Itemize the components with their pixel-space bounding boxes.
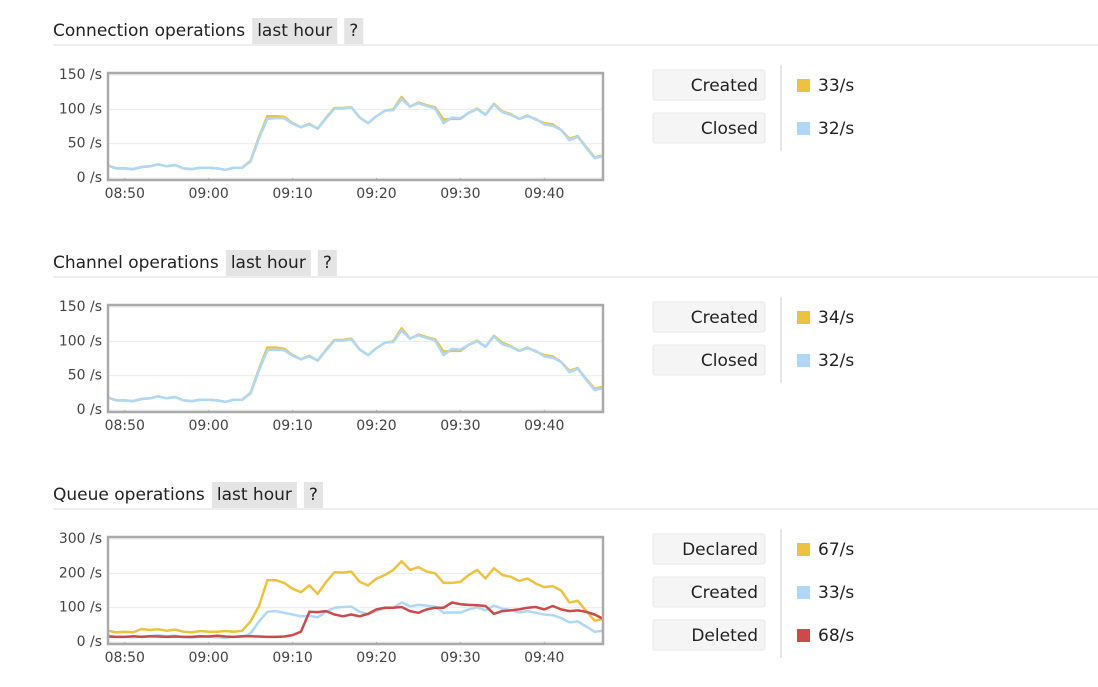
legend-rate: 32/s <box>818 351 854 371</box>
x-tick-label: 08:50 <box>105 650 145 666</box>
x-tick-label: 09:40 <box>524 650 564 666</box>
legend-name: Declared <box>682 540 758 560</box>
series-line <box>107 329 604 404</box>
help-button[interactable]: ? <box>349 21 358 41</box>
legend-swatch <box>797 122 810 135</box>
legend-button[interactable] <box>652 533 766 565</box>
series-line <box>107 95 604 172</box>
legend-name: Deleted <box>691 626 758 646</box>
legend-name: Closed <box>701 351 758 371</box>
x-tick-label: 09:00 <box>188 418 228 434</box>
x-tick-label: 09:20 <box>356 650 396 666</box>
x-tick-label: 09:10 <box>272 186 312 202</box>
label-box <box>344 18 364 44</box>
section-title: Queue operations <box>53 485 205 505</box>
y-tick-label: 100 /s <box>59 101 102 117</box>
legend-name: Created <box>691 76 758 96</box>
series-line <box>107 601 604 639</box>
x-tick-label: 09:10 <box>272 650 312 666</box>
y-tick-label: 0 /s <box>77 170 102 186</box>
plot-frame <box>106 303 605 414</box>
x-tick-label: 09:30 <box>440 186 480 202</box>
y-tick-label: 50 /s <box>68 136 102 152</box>
legend-name: Closed <box>701 119 758 139</box>
y-tick-label: 300 /s <box>59 531 102 547</box>
y-tick-label: 0 /s <box>77 402 102 418</box>
legend-rate: 32/s <box>818 119 854 139</box>
series-line <box>107 560 604 634</box>
legend-swatch <box>797 543 810 556</box>
y-tick-label: 50 /s <box>68 368 102 384</box>
plot-frame <box>106 71 605 182</box>
label-box <box>317 250 337 276</box>
y-tick-label: 200 /s <box>59 565 102 581</box>
legend-swatch <box>797 311 810 324</box>
help-button[interactable]: ? <box>323 253 332 273</box>
series-line <box>107 97 604 172</box>
legend-rate: 33/s <box>818 583 854 603</box>
legend-swatch <box>797 629 810 642</box>
x-tick-label: 09:40 <box>524 186 564 202</box>
legend-button[interactable] <box>652 576 766 608</box>
period-selector[interactable]: last hour <box>257 21 332 41</box>
legend-rate: 33/s <box>818 76 854 96</box>
plot-frame <box>106 535 605 646</box>
legend-button[interactable] <box>652 301 766 333</box>
label-box <box>225 250 311 276</box>
y-tick-label: 0 /s <box>77 634 102 650</box>
period-selector[interactable]: last hour <box>217 485 292 505</box>
label-box <box>252 18 338 44</box>
section-title: Connection operations <box>53 21 245 41</box>
x-tick-label: 09:30 <box>440 418 480 434</box>
y-tick-label: 100 /s <box>59 600 102 616</box>
x-tick-label: 09:20 <box>356 418 396 434</box>
label-box <box>211 482 297 508</box>
legend-rate: 67/s <box>818 540 854 560</box>
legend-name: Created <box>691 308 758 328</box>
legend-name: Created <box>691 583 758 603</box>
x-tick-label: 08:50 <box>105 186 145 202</box>
legend-rate: 34/s <box>818 308 854 328</box>
label-box <box>303 482 323 508</box>
legend-button[interactable] <box>652 112 766 144</box>
legend-button[interactable] <box>652 69 766 101</box>
x-tick-label: 09:10 <box>272 418 312 434</box>
y-tick-label: 150 /s <box>59 67 102 83</box>
legend-button[interactable] <box>652 344 766 376</box>
y-tick-label: 100 /s <box>59 333 102 349</box>
y-tick-label: 150 /s <box>59 299 102 315</box>
legend-swatch <box>797 79 810 92</box>
x-tick-label: 09:00 <box>188 650 228 666</box>
legend-swatch <box>797 354 810 367</box>
legend-button[interactable] <box>652 619 766 651</box>
series-line <box>107 327 604 404</box>
legend-swatch <box>797 586 810 599</box>
help-button[interactable]: ? <box>309 485 318 505</box>
x-tick-label: 09:20 <box>356 186 396 202</box>
legend-rate: 68/s <box>818 626 854 646</box>
period-selector[interactable]: last hour <box>231 253 306 273</box>
x-tick-label: 09:30 <box>440 650 480 666</box>
x-tick-label: 09:00 <box>188 186 228 202</box>
section-title: Channel operations <box>53 253 219 273</box>
x-tick-label: 08:50 <box>105 418 145 434</box>
x-tick-label: 09:40 <box>524 418 564 434</box>
